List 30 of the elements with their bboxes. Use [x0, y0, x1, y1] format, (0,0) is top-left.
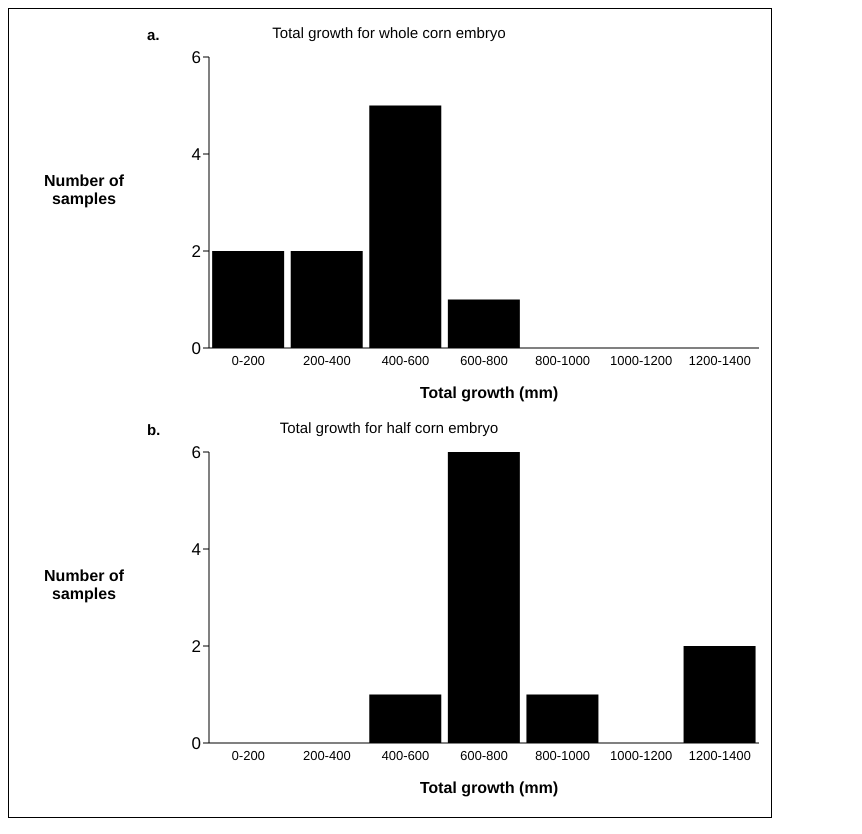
y-axis-title: Number of samples: [43, 568, 125, 604]
y-tick-label: 2: [192, 242, 201, 262]
x-tick-label: 1000-1200: [610, 748, 672, 764]
x-tick-label: 200-400: [303, 748, 351, 764]
text: a.: [147, 27, 160, 44]
x-tick-label: 800-1000: [535, 748, 590, 764]
x-axis-title: Total growth (mm): [418, 780, 560, 798]
y-tick-label: 4: [192, 145, 201, 164]
y-tick-label: 2: [192, 637, 201, 656]
y-tick-label: 6: [192, 48, 201, 68]
y-tick-label: 0: [192, 339, 201, 358]
x-tick-label: 400-600: [382, 353, 430, 368]
y-tick-label: 4: [192, 540, 201, 560]
chart-title: Total growth for whole corn embryo: [271, 25, 507, 42]
y-axis-title: Number of samples: [43, 173, 125, 209]
x-tick-label: 1200-1400: [688, 353, 751, 368]
y-tick-label: 6: [192, 443, 201, 462]
x-tick-label: 600-800: [460, 748, 508, 764]
chart-title: Total growth for half corn embryo: [278, 420, 500, 437]
x-tick-label: 1000-1200: [610, 353, 672, 368]
x-tick-label: 0-200: [232, 353, 265, 368]
x-tick-label: 600-800: [460, 353, 508, 368]
x-tick-label: 400-600: [382, 748, 430, 764]
x-tick-label: 0-200: [232, 748, 265, 764]
x-tick-label: 800-1000: [535, 353, 590, 368]
x-tick-label: 1200-1400: [688, 748, 751, 764]
text: b.: [147, 422, 160, 439]
y-tick-label: 0: [192, 734, 201, 754]
x-axis-title: Total growth (mm): [418, 385, 560, 403]
x-tick-label: 200-400: [303, 353, 351, 368]
